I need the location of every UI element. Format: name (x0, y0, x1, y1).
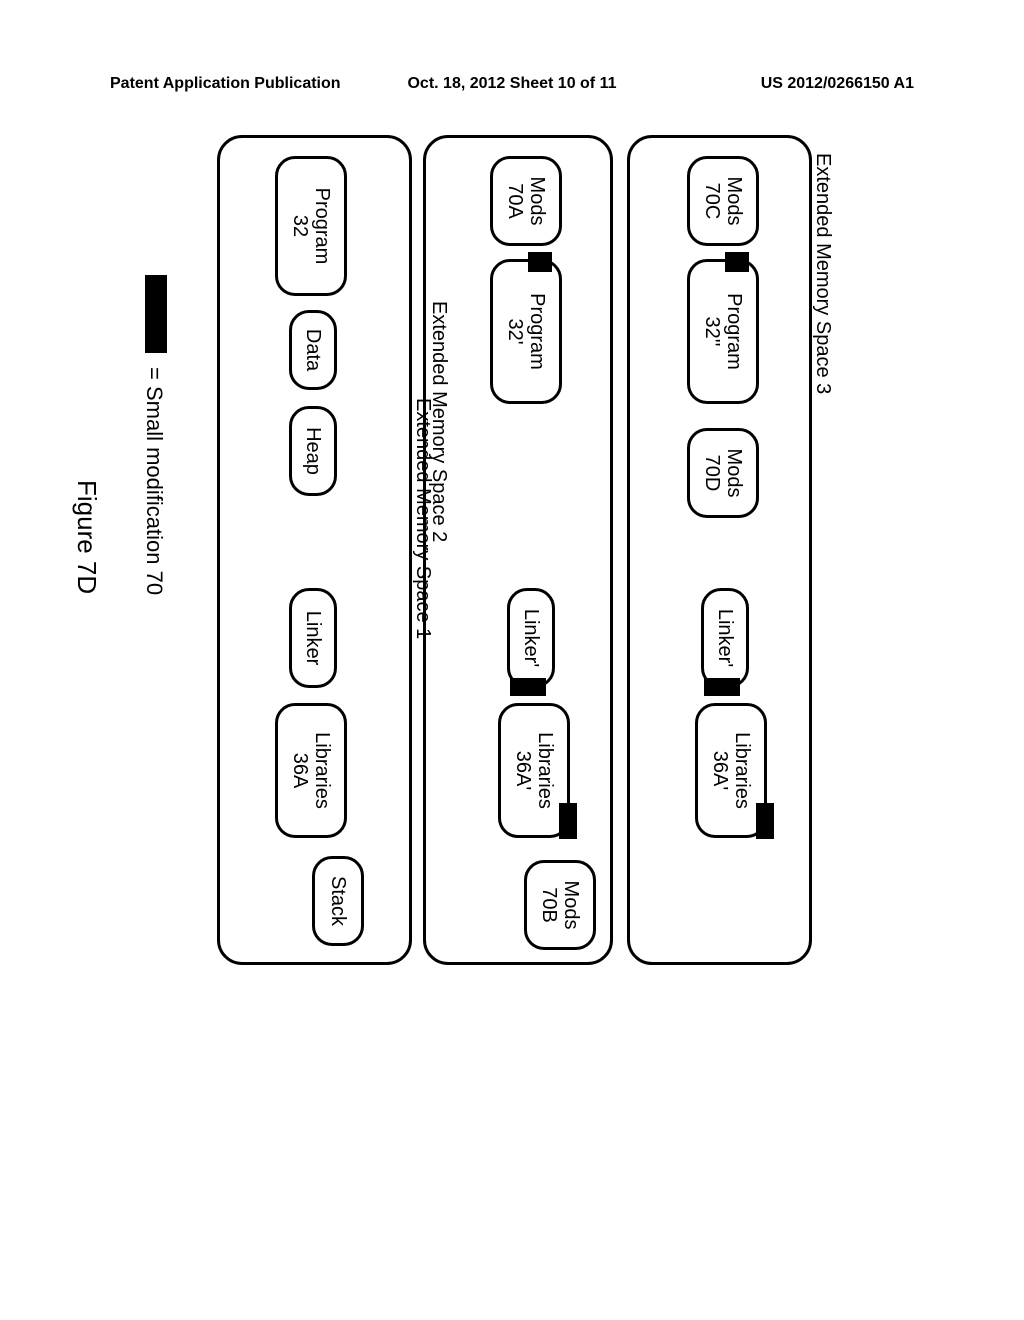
block-text: Data (302, 329, 324, 371)
block-program: Program32'' (687, 259, 759, 404)
modification-marker (510, 678, 546, 696)
block-mods: Mods70A (490, 156, 562, 246)
block-text: Mods (723, 177, 745, 226)
modification-marker (704, 678, 740, 696)
memory-space-label: Extended Memory Space 3 (811, 153, 834, 394)
block-text: Program (526, 293, 548, 370)
modification-marker (725, 252, 749, 272)
block-text: 70A (504, 183, 526, 219)
block-text: Mods (526, 177, 548, 226)
block-text: Mods (560, 881, 582, 930)
block-data: Data (289, 310, 337, 390)
block-text: 32' (504, 318, 526, 344)
modification-marker (559, 803, 577, 839)
block-text: Linker' (520, 609, 542, 667)
block-text: 36A' (709, 751, 731, 790)
block-mods: Mods70D (687, 428, 759, 518)
block-text: Mods (723, 449, 745, 498)
block-libraries: Libraries36A' (695, 703, 767, 838)
block-text: Linker (302, 611, 324, 665)
block-program: Program32 (275, 156, 347, 296)
modification-marker (756, 803, 774, 839)
header-left: Patent Application Publication (110, 75, 378, 93)
figure-label: Figure 7D (71, 480, 102, 594)
modification-marker (528, 252, 552, 272)
block-libraries: Libraries36A (275, 703, 347, 838)
header-center: Oct. 18, 2012 Sheet 10 of 11 (378, 75, 646, 93)
block-text: Program (723, 293, 745, 370)
block-mods: Mods70B (524, 860, 596, 950)
legend-text: = Small modification 70 (141, 367, 167, 595)
memory-diagram: Extended Memory Space 3Mods70CProgram32'… (212, 135, 812, 965)
memory-space-label: Extended Memory Space 1 (411, 398, 434, 639)
block-heap: Heap (289, 406, 337, 496)
block-text: 36A' (512, 751, 534, 790)
memory-space-2: Extended Memory Space 2Mods70AProgram32'… (423, 135, 613, 965)
block-text: 70C (701, 183, 723, 220)
block-text: 32 (289, 215, 311, 237)
block-linker: Linker (289, 588, 337, 688)
block-libraries: Libraries36A' (498, 703, 570, 838)
block-stack: Stack (312, 856, 364, 946)
block-text: 70D (701, 455, 723, 492)
block-linker: Linker' (507, 588, 555, 688)
block-text: 32'' (701, 317, 723, 347)
legend-bar (145, 275, 167, 353)
block-linker: Linker' (701, 588, 749, 688)
block-text: Libraries (311, 732, 333, 809)
header-right: US 2012/0266150 A1 (646, 75, 914, 93)
block-text: Program (311, 188, 333, 265)
block-text: Stack (327, 876, 349, 926)
block-text: Libraries (731, 732, 753, 809)
block-text: Linker' (714, 609, 736, 667)
block-text: Libraries (534, 732, 556, 809)
block-text: 70B (538, 887, 560, 923)
block-program: Program32' (490, 259, 562, 404)
block-mods: Mods70C (687, 156, 759, 246)
block-text: 36A (289, 753, 311, 789)
memory-space-1: Extended Memory Space 1Program32DataHeap… (217, 135, 412, 965)
block-text: Heap (302, 427, 324, 475)
memory-space-3: Extended Memory Space 3Mods70CProgram32'… (627, 135, 812, 965)
